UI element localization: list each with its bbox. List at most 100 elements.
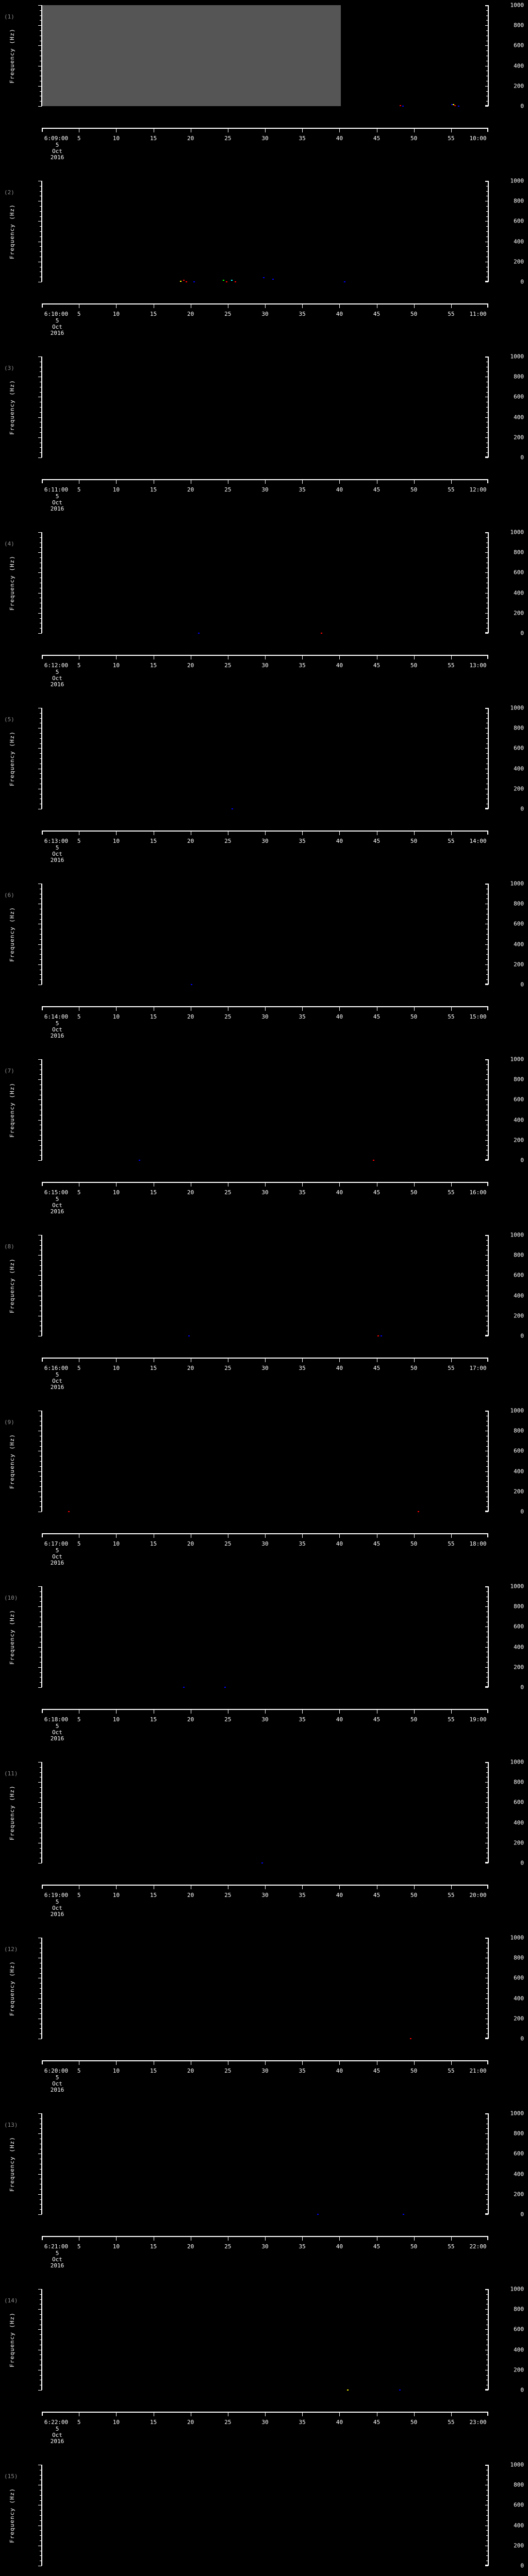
plot-area[interactable] [42, 1762, 488, 1864]
date-label-line: 5 [55, 1196, 59, 1202]
spectrogram-panel[interactable]: (12) Frequency (Hz) 0 200 400 600 800 1000 6:20:… [0, 1933, 528, 2108]
y-tick-label: 0 [520, 1684, 524, 1691]
x-axis-end-label: 10:00 [469, 135, 487, 142]
spectrogram-panel[interactable]: (14) Frequency (Hz) 0 200 400 600 800 1000 6:22:… [0, 2284, 528, 2460]
x-tick-label: 50 [410, 1540, 418, 1547]
x-axis-tick [414, 2413, 415, 2416]
spectrogram-panel[interactable]: (8) Frequency (Hz) 0 200 400 600 800 1000 6:16:0… [0, 1230, 528, 1405]
detection-mark [185, 281, 187, 283]
date-label: 5 Oct 2016 [51, 1021, 64, 1039]
spectrogram-panel[interactable]: (1) Frequency (Hz) 0 200 400 600 800 1000 6:09:0… [0, 0, 528, 176]
x-axis-tick [339, 2237, 340, 2241]
x-tick-label: 35 [299, 1013, 306, 1020]
y-axis-minor-tick [40, 206, 42, 207]
spectrogram-panel[interactable]: (4) Frequency (Hz) 0 200 400 600 800 1000 6:12:0… [0, 527, 528, 703]
spectrogram-panel[interactable]: (13) Frequency (Hz) 0 200 400 600 800 1000 6:21:… [0, 2108, 528, 2284]
right-axis-tick [486, 1155, 488, 1156]
right-axis-cap [485, 1938, 489, 1939]
y-tick-label: 1000 [510, 529, 524, 536]
right-axis-tick [485, 1626, 488, 1628]
spectrogram-panel[interactable]: (3) Frequency (Hz) 0 200 400 600 800 1000 6:11:0… [0, 351, 528, 527]
spectrogram-panel[interactable]: (6) Frequency (Hz) 0 200 400 600 800 1000 6:14:0… [0, 878, 528, 1054]
y-tick-label: 400 [514, 2522, 524, 2529]
right-axis-tick [486, 1848, 488, 1849]
spectrogram-panel[interactable]: (11) Frequency (Hz) 0 200 400 600 800 1000 6:19:… [0, 1757, 528, 1933]
y-axis-minor-tick [40, 427, 42, 428]
detection-mark [402, 106, 404, 107]
spectrogram-panel[interactable]: (9) Frequency (Hz) 0 200 400 600 800 1000 6:17:0… [0, 1405, 528, 1581]
x-axis-tick [302, 656, 303, 659]
plot-area[interactable] [42, 357, 488, 457]
x-tick-label: 40 [336, 2067, 343, 2074]
x-tick-label: 35 [299, 2243, 306, 2250]
y-tick-label: 0 [520, 1508, 524, 1515]
y-axis-minor-tick [40, 2204, 42, 2205]
y-axis-tick [38, 633, 42, 634]
spectrogram-panel[interactable]: (15)Frequency (Hz)020040060080010006:23:… [0, 2460, 528, 2576]
right-axis-tick [485, 437, 488, 438]
x-axis-end-label: 20:00 [469, 1892, 487, 1899]
plot-area[interactable] [42, 2465, 488, 2566]
right-axis-tick [486, 1792, 488, 1793]
right-axis-cap [485, 532, 489, 533]
right-axis-tick [486, 1682, 488, 1683]
y-tick-label: 1000 [510, 177, 524, 184]
x-axis-tick [302, 1710, 303, 1714]
y-tick-label-group [0, 2284, 38, 2385]
x-axis-line [42, 2412, 488, 2413]
date-label-line: Oct [52, 2432, 62, 2438]
plot-area[interactable] [42, 5, 488, 107]
spectrogram-panel[interactable]: (10) Frequency (Hz) 0 200 400 600 800 1000 6:18:… [0, 1581, 528, 1757]
y-axis-minor-tick [40, 2500, 42, 2501]
right-axis-tick [486, 412, 488, 413]
spectrogram-panel[interactable]: (2) Frequency (Hz) 0 200 400 600 800 1000 6:10:0… [0, 176, 528, 351]
x-axis-left-cap [42, 1885, 43, 1889]
plot-area[interactable] [42, 2289, 488, 2391]
plot-area[interactable] [42, 532, 488, 634]
right-axis-tick [486, 1501, 488, 1502]
x-tick-label: 15 [150, 1365, 157, 1371]
x-tick-label: 45 [373, 1540, 381, 1547]
date-label-line: Oct [52, 2256, 62, 2263]
plot-area[interactable] [42, 1411, 488, 1513]
plot-area[interactable] [42, 1059, 488, 1161]
panel-index-label: (2) [4, 189, 14, 196]
y-axis-minor-tick [40, 447, 42, 448]
x-tick-label: 40 [336, 135, 343, 142]
plot-area[interactable] [42, 1235, 488, 1337]
x-tick-label: 35 [299, 2067, 306, 2074]
y-axis-minor-tick [40, 2003, 42, 2004]
x-tick-label: 15 [150, 1013, 157, 1020]
detection-mark [183, 1687, 185, 1688]
date-label-line: 5 [55, 1723, 59, 1730]
date-label: 5 Oct 2016 [51, 494, 64, 512]
y-axis-minor-tick [40, 1145, 42, 1146]
spectrogram-panel[interactable]: (7) Frequency (Hz) 0 200 400 600 800 1000 6:15:0… [0, 1054, 528, 1230]
x-tick-label: 55 [448, 1892, 455, 1899]
y-axis-minor-tick [40, 1672, 42, 1673]
x-tick-label: 55 [448, 662, 455, 669]
right-axis-tick [486, 1280, 488, 1281]
y-tick-label: 1000 [510, 1407, 524, 1414]
plot-area[interactable] [42, 181, 488, 283]
detection-mark [68, 1511, 70, 1513]
x-axis-right-cap [487, 655, 488, 659]
x-axis-tick [265, 1359, 266, 1362]
x-axis-line [42, 479, 488, 480]
x-axis-start-label: 6:09:00 [44, 135, 69, 142]
x-axis-tick [339, 1359, 340, 1362]
plot-area[interactable] [42, 708, 488, 810]
plot-area[interactable] [42, 1586, 488, 1688]
x-axis-tick [339, 2061, 340, 2065]
plot-area[interactable] [42, 2113, 488, 2215]
x-axis-tick [339, 480, 340, 484]
x-axis-right-cap [487, 1709, 488, 1713]
plot-area[interactable] [42, 1938, 488, 2040]
x-tick-label: 20 [187, 838, 194, 844]
x-tick-label: 55 [448, 1189, 455, 1196]
spectrogram-panel[interactable]: (5) Frequency (Hz) 0 200 400 600 800 1000 6:13:0… [0, 703, 528, 878]
date-label: 5 Oct 2016 [51, 2075, 64, 2093]
plot-area[interactable] [42, 884, 488, 986]
date-label-line: Oct [52, 1026, 62, 1033]
y-tick-label: 1000 [510, 1056, 524, 1063]
